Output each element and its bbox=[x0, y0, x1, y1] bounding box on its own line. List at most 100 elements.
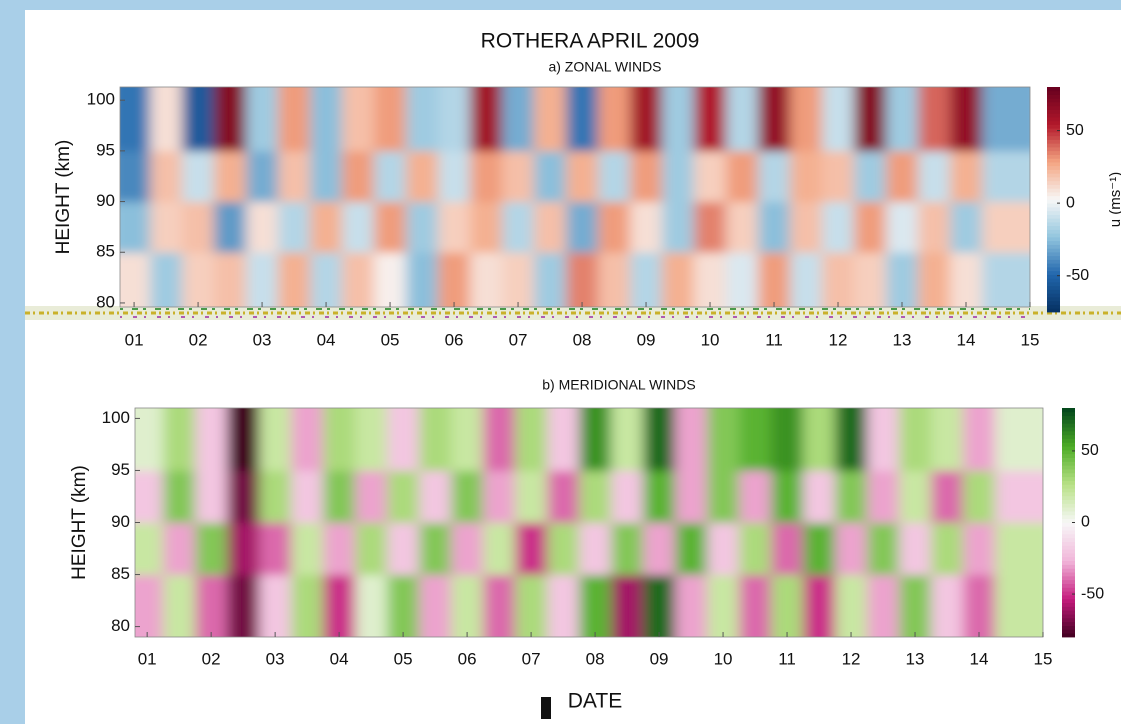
colorbar-swatch bbox=[1062, 598, 1075, 604]
x-tick-label: 05 bbox=[381, 330, 400, 349]
colorbar-swatch bbox=[1062, 614, 1075, 619]
x-tick-label: 12 bbox=[842, 649, 861, 668]
heatmap-cell bbox=[310, 252, 343, 307]
colorbar-swatch bbox=[1062, 530, 1075, 535]
colorbar-swatch bbox=[1062, 564, 1075, 569]
heatmap-cell bbox=[630, 252, 663, 307]
heatmap-cell bbox=[867, 408, 900, 471]
heatmap-cell bbox=[726, 252, 759, 307]
heatmap-cell bbox=[675, 574, 708, 637]
heatmap-cell bbox=[163, 408, 196, 471]
heatmap-cell bbox=[150, 252, 183, 307]
heatmap-cell bbox=[739, 574, 772, 637]
heatmap-cell bbox=[630, 150, 663, 203]
heatmap-cell bbox=[675, 470, 708, 523]
heatmap-cell bbox=[374, 87, 407, 152]
colorbar-swatch bbox=[1047, 199, 1060, 204]
colorbar-swatch bbox=[1047, 188, 1060, 193]
colorbar-swatch bbox=[1062, 472, 1075, 478]
y-axis-label: HEIGHT (km) bbox=[69, 465, 90, 580]
heatmap-cell bbox=[438, 87, 471, 152]
plot-frame bbox=[119, 86, 1031, 308]
heatmap-cell bbox=[899, 408, 932, 471]
colorbar-swatch bbox=[1062, 408, 1075, 413]
heatmap-cell bbox=[790, 201, 823, 253]
heatmap-cell bbox=[771, 470, 804, 523]
heatmap-cell bbox=[406, 87, 439, 152]
heatmap-cell bbox=[387, 470, 420, 523]
heatmap-cell bbox=[675, 522, 708, 576]
colorbar-swatch bbox=[1062, 617, 1075, 623]
heatmap-cell bbox=[195, 522, 228, 576]
heatmap-cell bbox=[374, 252, 407, 307]
heatmap-cell bbox=[163, 470, 196, 523]
colorbar-swatch bbox=[1047, 143, 1060, 148]
heatmap-cell bbox=[374, 201, 407, 253]
colorbar-swatch bbox=[1047, 195, 1060, 200]
heatmap-cell bbox=[899, 522, 932, 576]
colorbar-swatch bbox=[1062, 480, 1075, 485]
heatmap-cell bbox=[419, 522, 452, 576]
y-tick-label: 80 bbox=[111, 616, 130, 635]
x-tick-label: 02 bbox=[202, 649, 221, 668]
x-tick-label: 04 bbox=[330, 649, 349, 668]
heatmap-cell bbox=[707, 470, 740, 523]
heatmap-cell bbox=[822, 201, 855, 253]
heatmap-cell bbox=[163, 522, 196, 576]
plot-area bbox=[120, 87, 1030, 307]
heatmap-cell bbox=[886, 252, 919, 307]
heatmap-cell bbox=[278, 150, 311, 203]
heatmap-cell bbox=[963, 408, 996, 471]
colorbar-swatch bbox=[1047, 229, 1060, 234]
heatmap-cell bbox=[803, 408, 836, 471]
heatmap-cell bbox=[854, 87, 887, 152]
colorbar-swatch bbox=[1047, 300, 1060, 305]
heatmap-cell bbox=[406, 150, 439, 203]
heatmap-cell bbox=[611, 522, 644, 576]
heatmap-cell bbox=[918, 87, 951, 152]
colorbar-swatch bbox=[1047, 297, 1060, 302]
heatmap-cell bbox=[899, 470, 932, 523]
heatmap-cell bbox=[771, 574, 804, 637]
heatmap-cell bbox=[758, 201, 791, 253]
heatmap-cell bbox=[707, 408, 740, 471]
colorbar-swatch bbox=[1047, 244, 1060, 249]
colorbar-swatch bbox=[1047, 90, 1060, 95]
heatmap-cell bbox=[483, 408, 516, 471]
heatmap-cell bbox=[278, 201, 311, 253]
heatmap-cell bbox=[982, 252, 1030, 307]
heatmap-cell bbox=[630, 201, 663, 253]
x-tick-label: 15 bbox=[1021, 330, 1040, 349]
heatmap-cell bbox=[534, 87, 567, 152]
heatmap-cell bbox=[982, 201, 1030, 253]
glitch-band bbox=[25, 306, 1121, 320]
colorbar-swatch bbox=[1062, 522, 1075, 527]
y-tick-label: 100 bbox=[102, 408, 130, 427]
heatmap-cell bbox=[259, 522, 292, 576]
colorbar-swatch bbox=[1047, 139, 1060, 144]
colorbar-swatch bbox=[1062, 499, 1075, 504]
heatmap-cell bbox=[579, 408, 612, 471]
colorbar-swatch bbox=[1047, 278, 1060, 283]
heatmap-cell bbox=[771, 522, 804, 576]
heatmap-cell bbox=[739, 470, 772, 523]
heatmap-cell bbox=[566, 150, 599, 203]
heatmap-cell bbox=[598, 201, 631, 253]
heatmap-cell bbox=[406, 201, 439, 253]
colorbar-swatch bbox=[1047, 289, 1060, 294]
heatmap-cell bbox=[547, 574, 580, 637]
colorbar-swatch bbox=[1062, 591, 1075, 596]
heatmap-cell bbox=[598, 150, 631, 203]
heatmap-cell bbox=[566, 201, 599, 253]
heatmap-cell bbox=[438, 150, 471, 203]
x-tick-label: 10 bbox=[714, 649, 733, 668]
colorbar bbox=[1047, 87, 1060, 313]
colorbar-swatch bbox=[1047, 293, 1060, 298]
colorbar-tick-label: 0 bbox=[1081, 514, 1090, 531]
colorbar-swatch bbox=[1047, 222, 1060, 227]
heatmap-cell bbox=[323, 408, 356, 471]
colorbar-tick-label: 50 bbox=[1081, 442, 1099, 459]
colorbar-tick-label: 50 bbox=[1066, 122, 1084, 139]
heatmap-cell bbox=[387, 522, 420, 576]
colorbar-swatch bbox=[1062, 610, 1075, 615]
